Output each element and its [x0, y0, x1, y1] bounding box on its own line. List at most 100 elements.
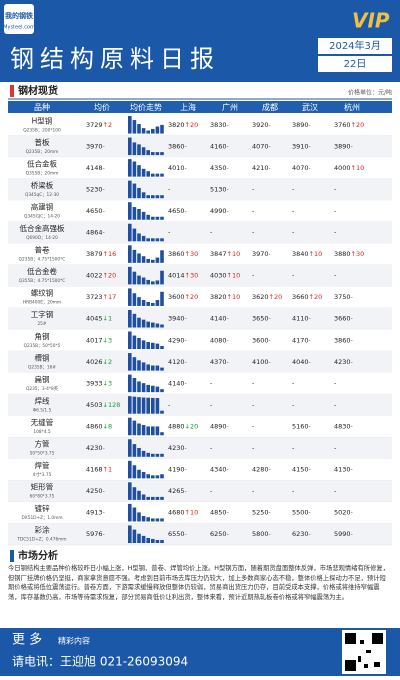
trend-bar	[128, 525, 132, 543]
trend-bar	[155, 257, 160, 263]
value: -	[334, 487, 337, 495]
trend-bar	[151, 259, 155, 263]
product-spec: Q235B；16#	[28, 364, 56, 370]
price: 3830-	[210, 121, 230, 129]
trend-bar	[160, 124, 164, 134]
trend-bar	[141, 494, 146, 500]
price: 4864-	[86, 229, 106, 237]
trend-bar	[141, 300, 146, 306]
value: -	[252, 207, 255, 215]
trend-bar	[151, 518, 155, 522]
trend-bar	[137, 512, 141, 522]
value: 4100	[252, 358, 269, 366]
trend-bar	[155, 453, 160, 457]
product-name: 槽钢	[35, 352, 50, 362]
price: 3723↑17	[86, 293, 116, 301]
value: 4230	[168, 444, 185, 452]
trend-bar	[132, 444, 137, 457]
value: 4230	[86, 444, 103, 452]
price: 3890-	[292, 121, 312, 129]
value: 4140	[168, 379, 185, 387]
trend-bar	[160, 432, 164, 436]
row-bg	[8, 372, 392, 395]
trend-bar	[146, 150, 150, 156]
change: -	[269, 336, 272, 344]
price: 3890-	[334, 142, 354, 150]
price: 4026↓2	[86, 358, 112, 366]
qr-pattern	[345, 633, 383, 671]
value: 4045	[86, 315, 103, 323]
table-header	[8, 101, 392, 113]
column-header: 广州	[222, 102, 238, 112]
price: 4150-	[292, 466, 312, 474]
trend-bar	[141, 256, 146, 263]
value: 4680	[168, 509, 185, 517]
trend-bar	[132, 465, 137, 479]
price: 3860-	[168, 142, 188, 150]
section-title: 钢材现货	[18, 84, 58, 97]
value: 5250	[252, 509, 269, 517]
price: -	[252, 272, 255, 280]
product-spec: 50*50*3.75	[30, 451, 55, 457]
value: -	[334, 229, 337, 237]
price: 4014↑30	[168, 272, 198, 280]
value: 3750	[334, 293, 351, 301]
price: -	[252, 422, 255, 430]
change: -	[227, 336, 230, 344]
value: 4010	[168, 164, 185, 172]
trend-bar	[137, 337, 141, 350]
product-name: 矩形管	[31, 482, 54, 492]
trend-bar	[160, 496, 164, 500]
value: -	[334, 185, 337, 193]
price: -	[252, 444, 255, 452]
trend-bar	[151, 426, 155, 436]
trend-bar	[155, 475, 160, 479]
trend-bar	[141, 147, 146, 156]
trend-bar	[132, 487, 137, 500]
price: -	[252, 185, 255, 193]
trend-bar	[137, 317, 141, 328]
column-header: 均价	[94, 102, 110, 112]
trend-bar	[146, 238, 150, 242]
trend-bar	[160, 410, 164, 414]
change: ↑16	[103, 250, 117, 258]
trend-bar	[146, 537, 150, 543]
change: -	[351, 530, 354, 538]
price: -	[334, 379, 337, 387]
trend-bar	[128, 396, 132, 414]
value: 4890	[210, 422, 227, 430]
trend-bar	[141, 319, 146, 328]
trend-bar	[146, 474, 150, 479]
value: 3933	[86, 379, 103, 387]
change: -	[185, 142, 188, 150]
price: 3860↑30	[168, 250, 198, 258]
row-bg	[8, 351, 392, 373]
trend-bar	[137, 397, 141, 414]
trend-bar	[151, 365, 155, 371]
trend-bar	[146, 301, 150, 306]
trend-bar	[137, 208, 141, 220]
price: -	[292, 379, 295, 387]
trend-bar	[141, 383, 146, 393]
product-name: 高建钢	[31, 201, 54, 211]
product-spec: TDC51D+Z；0.476mm	[16, 537, 66, 543]
trend-bar	[132, 313, 137, 328]
trend-bar	[132, 529, 137, 543]
change: ↓20	[185, 422, 199, 430]
column-header: 品种	[34, 102, 50, 112]
price: 4040-	[292, 358, 312, 366]
change: -	[309, 422, 312, 430]
value: 3830	[210, 121, 227, 129]
change: -	[103, 142, 106, 150]
price: 3847↑10	[210, 250, 240, 258]
price: 4860↓8	[86, 422, 112, 430]
product-name: 螺纹钢	[31, 288, 54, 298]
price: 4148-	[86, 164, 106, 172]
value: -	[292, 207, 295, 215]
value: 4280	[252, 466, 269, 474]
change: -	[269, 358, 272, 366]
price: 4230-	[334, 358, 354, 366]
month: 2024年3月	[329, 39, 381, 52]
value: 3729	[86, 121, 103, 129]
